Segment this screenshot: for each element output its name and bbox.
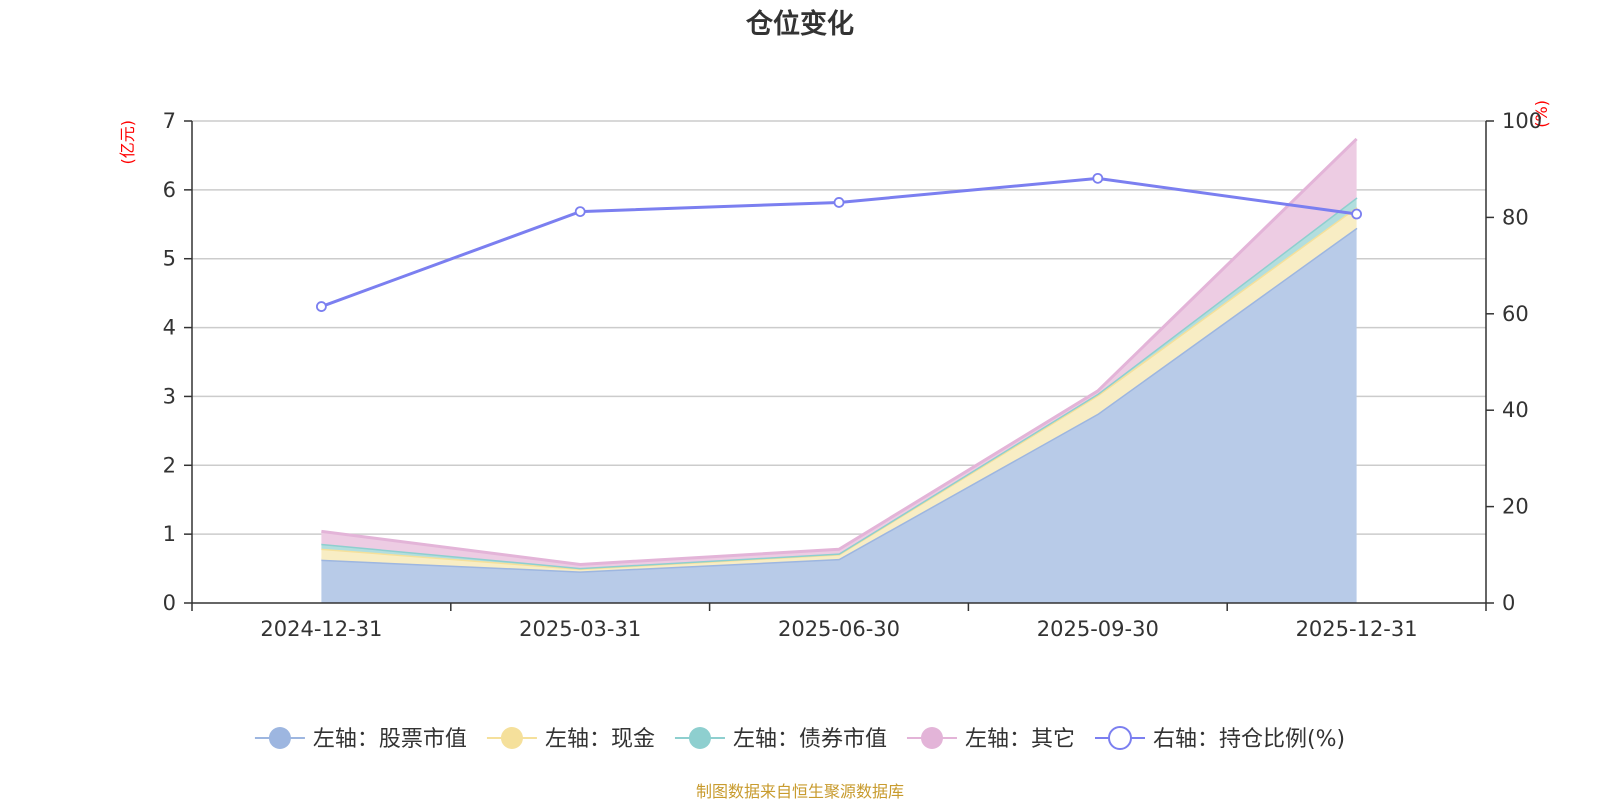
ratio-point [1351,208,1362,220]
x-axis-tick-label: 2025-12-31 [1296,617,1418,641]
x-axis-tick-label: 2025-09-30 [1037,617,1159,641]
ratio-point [574,206,586,218]
left-axis-tick-label: 6 [163,178,176,202]
data-source-note: 制图数据来自恒生聚源数据库 [696,782,904,800]
legend-marker-icon [268,727,291,749]
x-axis-tick-label: 2025-06-30 [778,617,900,641]
right-axis-tick-label: 100 [1502,109,1542,133]
legend-item: 左轴：债券市值 [674,727,887,752]
left-axis-tick-label: 1 [163,522,176,546]
legend-marker-icon [688,727,711,749]
right-axis-unit: (%) [1532,100,1551,128]
ratio-line [315,172,1362,312]
legend-item: 左轴：股票市值 [254,727,467,752]
stacked-areas [321,137,1358,603]
legend-item: 左轴：其它 [906,727,1075,752]
ratio-point [1092,172,1104,184]
left-axis-tick-label: 4 [163,316,176,340]
left-axis-tick-label: 5 [163,247,176,271]
area-edge-左轴：其它 [321,137,1358,566]
legend-marker-icon [500,727,523,749]
right-axis-tick-label: 80 [1502,205,1529,229]
axes: 0 1 2 3 4 5 6 7 0 20 40 60 80 100 2024-12-31 2025-03-31… [163,109,1542,641]
legend-marker-icon [920,727,943,749]
legend-item: 右轴：持仓比例(%) [1094,726,1345,752]
legend-label: 左轴：现金 [545,727,655,752]
right-axis-tick-label: 20 [1502,495,1529,519]
legend-label: 左轴：股票市值 [313,727,467,752]
left-axis-tick-label: 0 [163,591,176,615]
x-axis-tick-label: 2025-03-31 [519,617,641,641]
left-axis-tick-label: 2 [163,453,176,477]
legend-item: 左轴：现金 [486,727,655,752]
ratio-point [315,301,327,312]
legend-label: 左轴：债券市值 [733,727,887,752]
right-axis-tick-label: 0 [1502,591,1515,615]
right-axis-tick-label: 40 [1502,398,1529,422]
chart-title: 仓位变化 [745,8,854,40]
left-axis-tick-label: 7 [163,109,176,133]
area-左轴：其它 [321,138,1357,568]
area-左轴：股票市值 [321,227,1357,603]
left-axis-unit: (亿元) [118,120,137,165]
left-axis-tick-label: 3 [163,384,176,408]
ratio-point [833,197,845,208]
right-axis-tick-label: 60 [1502,302,1529,326]
legend-label: 左轴：其它 [965,727,1075,752]
x-axis-tick-label: 2024-12-31 [260,617,382,641]
legend-marker-icon [1107,726,1132,750]
legend-label: 右轴：持仓比例(%) [1153,727,1345,752]
legend: 左轴：股票市值 左轴：现金 左轴：债券市值 左轴：其它 右轴：持仓比例(%) [254,726,1345,752]
